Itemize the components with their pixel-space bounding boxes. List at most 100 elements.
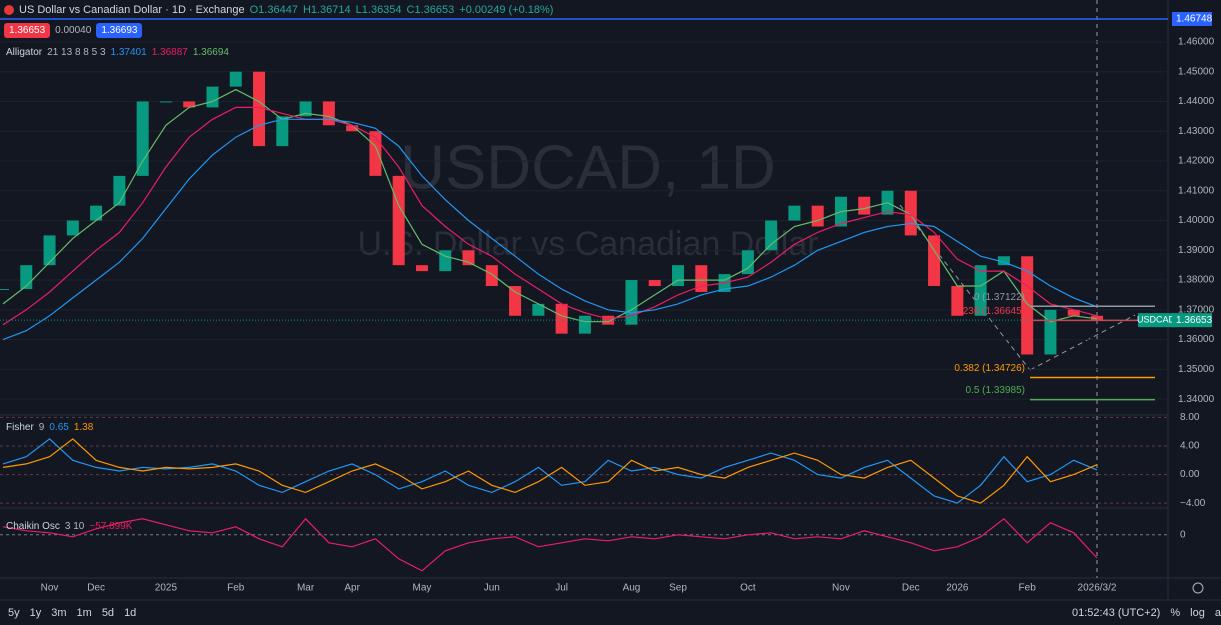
candle [43, 235, 56, 266]
ind-params: 21 13 8 8 5 3 [47, 47, 106, 58]
footer-right: 01:52:43 (UTC+2) % log auto [1072, 607, 1221, 619]
candle [0, 288, 9, 290]
fib-label: 0.5 (1.33985) [966, 385, 1026, 396]
candle [113, 175, 126, 206]
x-tick-label: Aug [623, 583, 641, 594]
candle [928, 235, 941, 287]
candle [578, 315, 591, 334]
range-button[interactable]: 1d [124, 607, 137, 619]
ind-value: 0.65 [49, 422, 69, 433]
y-tick-label: 1.40000 [1178, 215, 1215, 226]
trade-buttons: 1.36653 0.00040 1.36693 [4, 23, 143, 38]
settings-icon[interactable] [1192, 582, 1204, 594]
price-tag [1138, 313, 1174, 328]
y-tick-label: 1.46000 [1178, 37, 1215, 48]
candle [1091, 315, 1103, 321]
spread: 0.00040 [55, 25, 92, 36]
x-tick-label: Feb [1019, 583, 1037, 594]
x-tick-label: Nov [41, 583, 59, 594]
candle [485, 265, 498, 287]
watermark: USDCAD, 1D [400, 133, 776, 202]
watermark-sub: U.S. Dollar vs Canadian Dollar [357, 225, 818, 263]
candle [346, 125, 359, 132]
ohlc: H1.36714 [302, 4, 351, 16]
y-tick-label: 4.00 [1180, 441, 1200, 452]
candle [1021, 256, 1034, 355]
candle [532, 303, 545, 316]
header: US Dollar vs Canadian Dollar · 1D · Exch… [4, 4, 553, 16]
range-button[interactable]: 5d [101, 607, 115, 619]
ohlc: O1.36447 [249, 4, 298, 16]
y-tick-label: 1.42000 [1178, 156, 1215, 167]
candle [159, 101, 172, 103]
symbol: US Dollar vs Canadian Dollar · 1D · Exch… [19, 4, 245, 16]
candle [602, 315, 615, 325]
ind-params: 9 [38, 422, 45, 433]
x-tick-label: Feb [227, 583, 245, 594]
candle [299, 101, 312, 117]
candle [369, 131, 382, 176]
log-toggle[interactable]: log [1190, 607, 1205, 619]
ind-value: 1.37401 [110, 47, 147, 58]
x-tick-label: 2025 [155, 583, 178, 594]
range-button[interactable]: 1m [76, 607, 92, 619]
candle [858, 196, 871, 215]
fisher-line [2, 438, 1098, 504]
candle [415, 265, 428, 272]
ind-value: 1.36694 [192, 47, 229, 58]
candle [625, 280, 638, 325]
fisher-legend: Fisher 9 0.65 1.38 [6, 422, 93, 433]
change: +0.00249 (+0.18%) [459, 4, 554, 16]
x-tick-label: Oct [740, 583, 756, 594]
alligator-legend: Alligator 21 13 8 8 5 3 1.37401 1.36887 … [6, 47, 229, 58]
ind-value: 1.38 [73, 422, 94, 433]
candle [765, 220, 778, 251]
fib-label: 0 (1.37122) [974, 292, 1025, 303]
auto-toggle[interactable]: auto [1214, 607, 1221, 619]
x-tick-label: Mar [297, 583, 315, 594]
y-tick-label: 0.00 [1180, 469, 1200, 480]
ind-name: Alligator [6, 47, 43, 58]
candle [136, 101, 149, 176]
range-button[interactable]: 3m [51, 607, 67, 619]
y-tick-label: 1.36000 [1178, 334, 1215, 345]
percent-toggle[interactable]: % [1170, 607, 1181, 619]
y-tick-label: 1.44000 [1178, 96, 1215, 107]
clock: 01:52:43 (UTC+2) [1072, 607, 1161, 619]
sell-button[interactable]: 1.36653 [4, 23, 51, 38]
x-tick-label: Nov [832, 583, 850, 594]
ind-name: Fisher [6, 422, 34, 433]
trend-line [1029, 314, 1136, 371]
candle [951, 286, 964, 316]
buy-button[interactable]: 1.36693 [96, 23, 143, 38]
candle [788, 205, 801, 221]
x-tick-label: Dec [87, 583, 105, 594]
x-tick-label: Apr [344, 583, 360, 594]
candle [439, 250, 452, 272]
range-button[interactable]: 5y [8, 607, 20, 619]
candle [322, 101, 335, 126]
candle [1044, 309, 1057, 355]
range-bar: 5y 1y 3m 1m 5d 1d [8, 607, 136, 619]
chaikin-line [2, 517, 1098, 572]
range-button[interactable]: 1y [29, 607, 42, 619]
y-tick-label: 1.45000 [1178, 66, 1215, 77]
x-tick-label: May [413, 583, 432, 594]
candle [392, 175, 405, 266]
x-tick-label: Sep [669, 583, 687, 594]
y-tick-label: 1.38000 [1178, 275, 1215, 286]
candle [555, 303, 568, 334]
trigger-line [2, 438, 1098, 504]
ind-name: Chaikin Osc [6, 521, 60, 532]
fib-label: 0.382 (1.34726) [954, 363, 1025, 374]
y-tick-label: −4.00 [1180, 498, 1206, 509]
y-tick-label: 1.34000 [1178, 394, 1215, 405]
candle [66, 220, 79, 236]
candle [997, 256, 1010, 266]
candle [462, 250, 475, 266]
y-tick-label: 8.00 [1180, 412, 1200, 423]
x-tick-label: Dec [902, 583, 920, 594]
teeth-line [2, 106, 1098, 326]
